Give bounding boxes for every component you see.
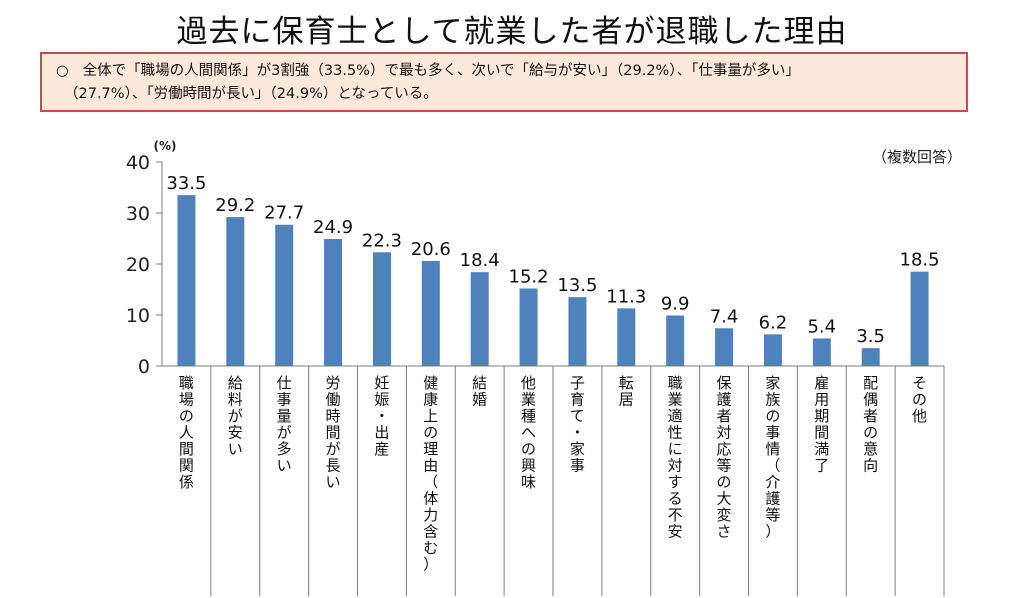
bar <box>763 334 782 366</box>
category-label: 子育て・家事 <box>570 374 585 475</box>
bar-value-label: 5.4 <box>807 316 836 337</box>
bar <box>666 315 685 366</box>
bar-value-label: 29.2 <box>215 195 255 216</box>
bar-value-label: 7.4 <box>710 306 739 327</box>
category-label: 転居 <box>619 374 634 409</box>
y-tick-label: 0 <box>138 356 150 378</box>
bar <box>421 260 440 366</box>
bar <box>275 224 294 366</box>
bar <box>519 288 538 366</box>
category-label: 配偶者の意向 <box>863 374 878 475</box>
bar <box>861 348 880 366</box>
category-label: 家族の事情（介護等） <box>765 374 780 541</box>
summary-line-2: （27.7%）、「労働時間が長い」（24.9%）となっている。 <box>64 86 438 102</box>
category-label: 給料が安い <box>228 374 243 458</box>
bar-value-label: 18.4 <box>460 250 500 271</box>
bar-value-label: 9.9 <box>661 294 690 315</box>
bar-value-label: 24.9 <box>313 217 353 238</box>
category-label: 結婚 <box>472 374 487 409</box>
bar-value-label: 22.3 <box>362 230 402 251</box>
category-label: 他業種への興味 <box>521 374 536 491</box>
category-label: 保護者対応等の大変さ <box>717 374 732 541</box>
bar-value-label: 13.5 <box>557 275 597 296</box>
bar-chart: 0 10 20 30 40 (%) （複数回答） 33.5 職場の人間関係 29.2 給料が安い 27… <box>126 139 962 596</box>
bar-value-label: 15.2 <box>509 266 549 287</box>
y-tick-label: 10 <box>126 305 150 327</box>
bar <box>177 195 196 366</box>
bar-value-label: 3.5 <box>856 326 885 347</box>
category-label: その他 <box>912 374 927 425</box>
page-title: 過去に保育士として就業した者が退職した理由 <box>176 14 848 50</box>
bar <box>812 338 831 366</box>
y-tick-label: 40 <box>126 152 150 174</box>
bar <box>617 308 636 366</box>
bar-value-label: 18.5 <box>900 250 940 271</box>
bullet-icon: ○ <box>56 63 69 79</box>
bar <box>226 217 245 366</box>
bar <box>715 328 734 366</box>
category-label: 健康上の理由（体力含む） <box>423 374 438 574</box>
multiple-answer-note: （複数回答） <box>872 148 962 166</box>
category-label: 妊娠・出産 <box>374 374 389 458</box>
category-label: 職場の人間関係 <box>179 374 194 491</box>
summary-text-1: 全体で「職場の人間関係」が3割強（33.5%）で最も多く、次いで「給与が安い」（… <box>82 63 800 79</box>
y-axis-unit-label: (%) <box>154 139 177 153</box>
category-label: 雇用期間満了 <box>814 374 829 475</box>
y-tick-label: 20 <box>126 254 150 276</box>
summary-line-1: ○ 全体で「職場の人間関係」が3割強（33.5%）で最も多く、次いで「給与が安い」… <box>56 60 956 83</box>
bar-value-label: 11.3 <box>606 286 646 307</box>
bar-value-label: 27.7 <box>264 203 304 224</box>
bar <box>372 252 391 366</box>
bar <box>568 297 587 366</box>
category-label: 職業適性に対する不安 <box>668 374 683 541</box>
bar-value-label: 33.5 <box>166 173 206 194</box>
bar <box>910 271 929 366</box>
category-label: 労働時間が長い <box>326 374 341 491</box>
summary-box: ○ 全体で「職場の人間関係」が3割強（33.5%）で最も多く、次いで「給与が安い」… <box>40 52 968 112</box>
bar <box>470 272 489 366</box>
bar-value-label: 20.6 <box>411 239 451 260</box>
y-tick-label: 30 <box>126 203 150 225</box>
bar <box>324 239 343 366</box>
bar-value-label: 6.2 <box>759 312 788 333</box>
category-label: 仕事量が多い <box>277 374 292 475</box>
